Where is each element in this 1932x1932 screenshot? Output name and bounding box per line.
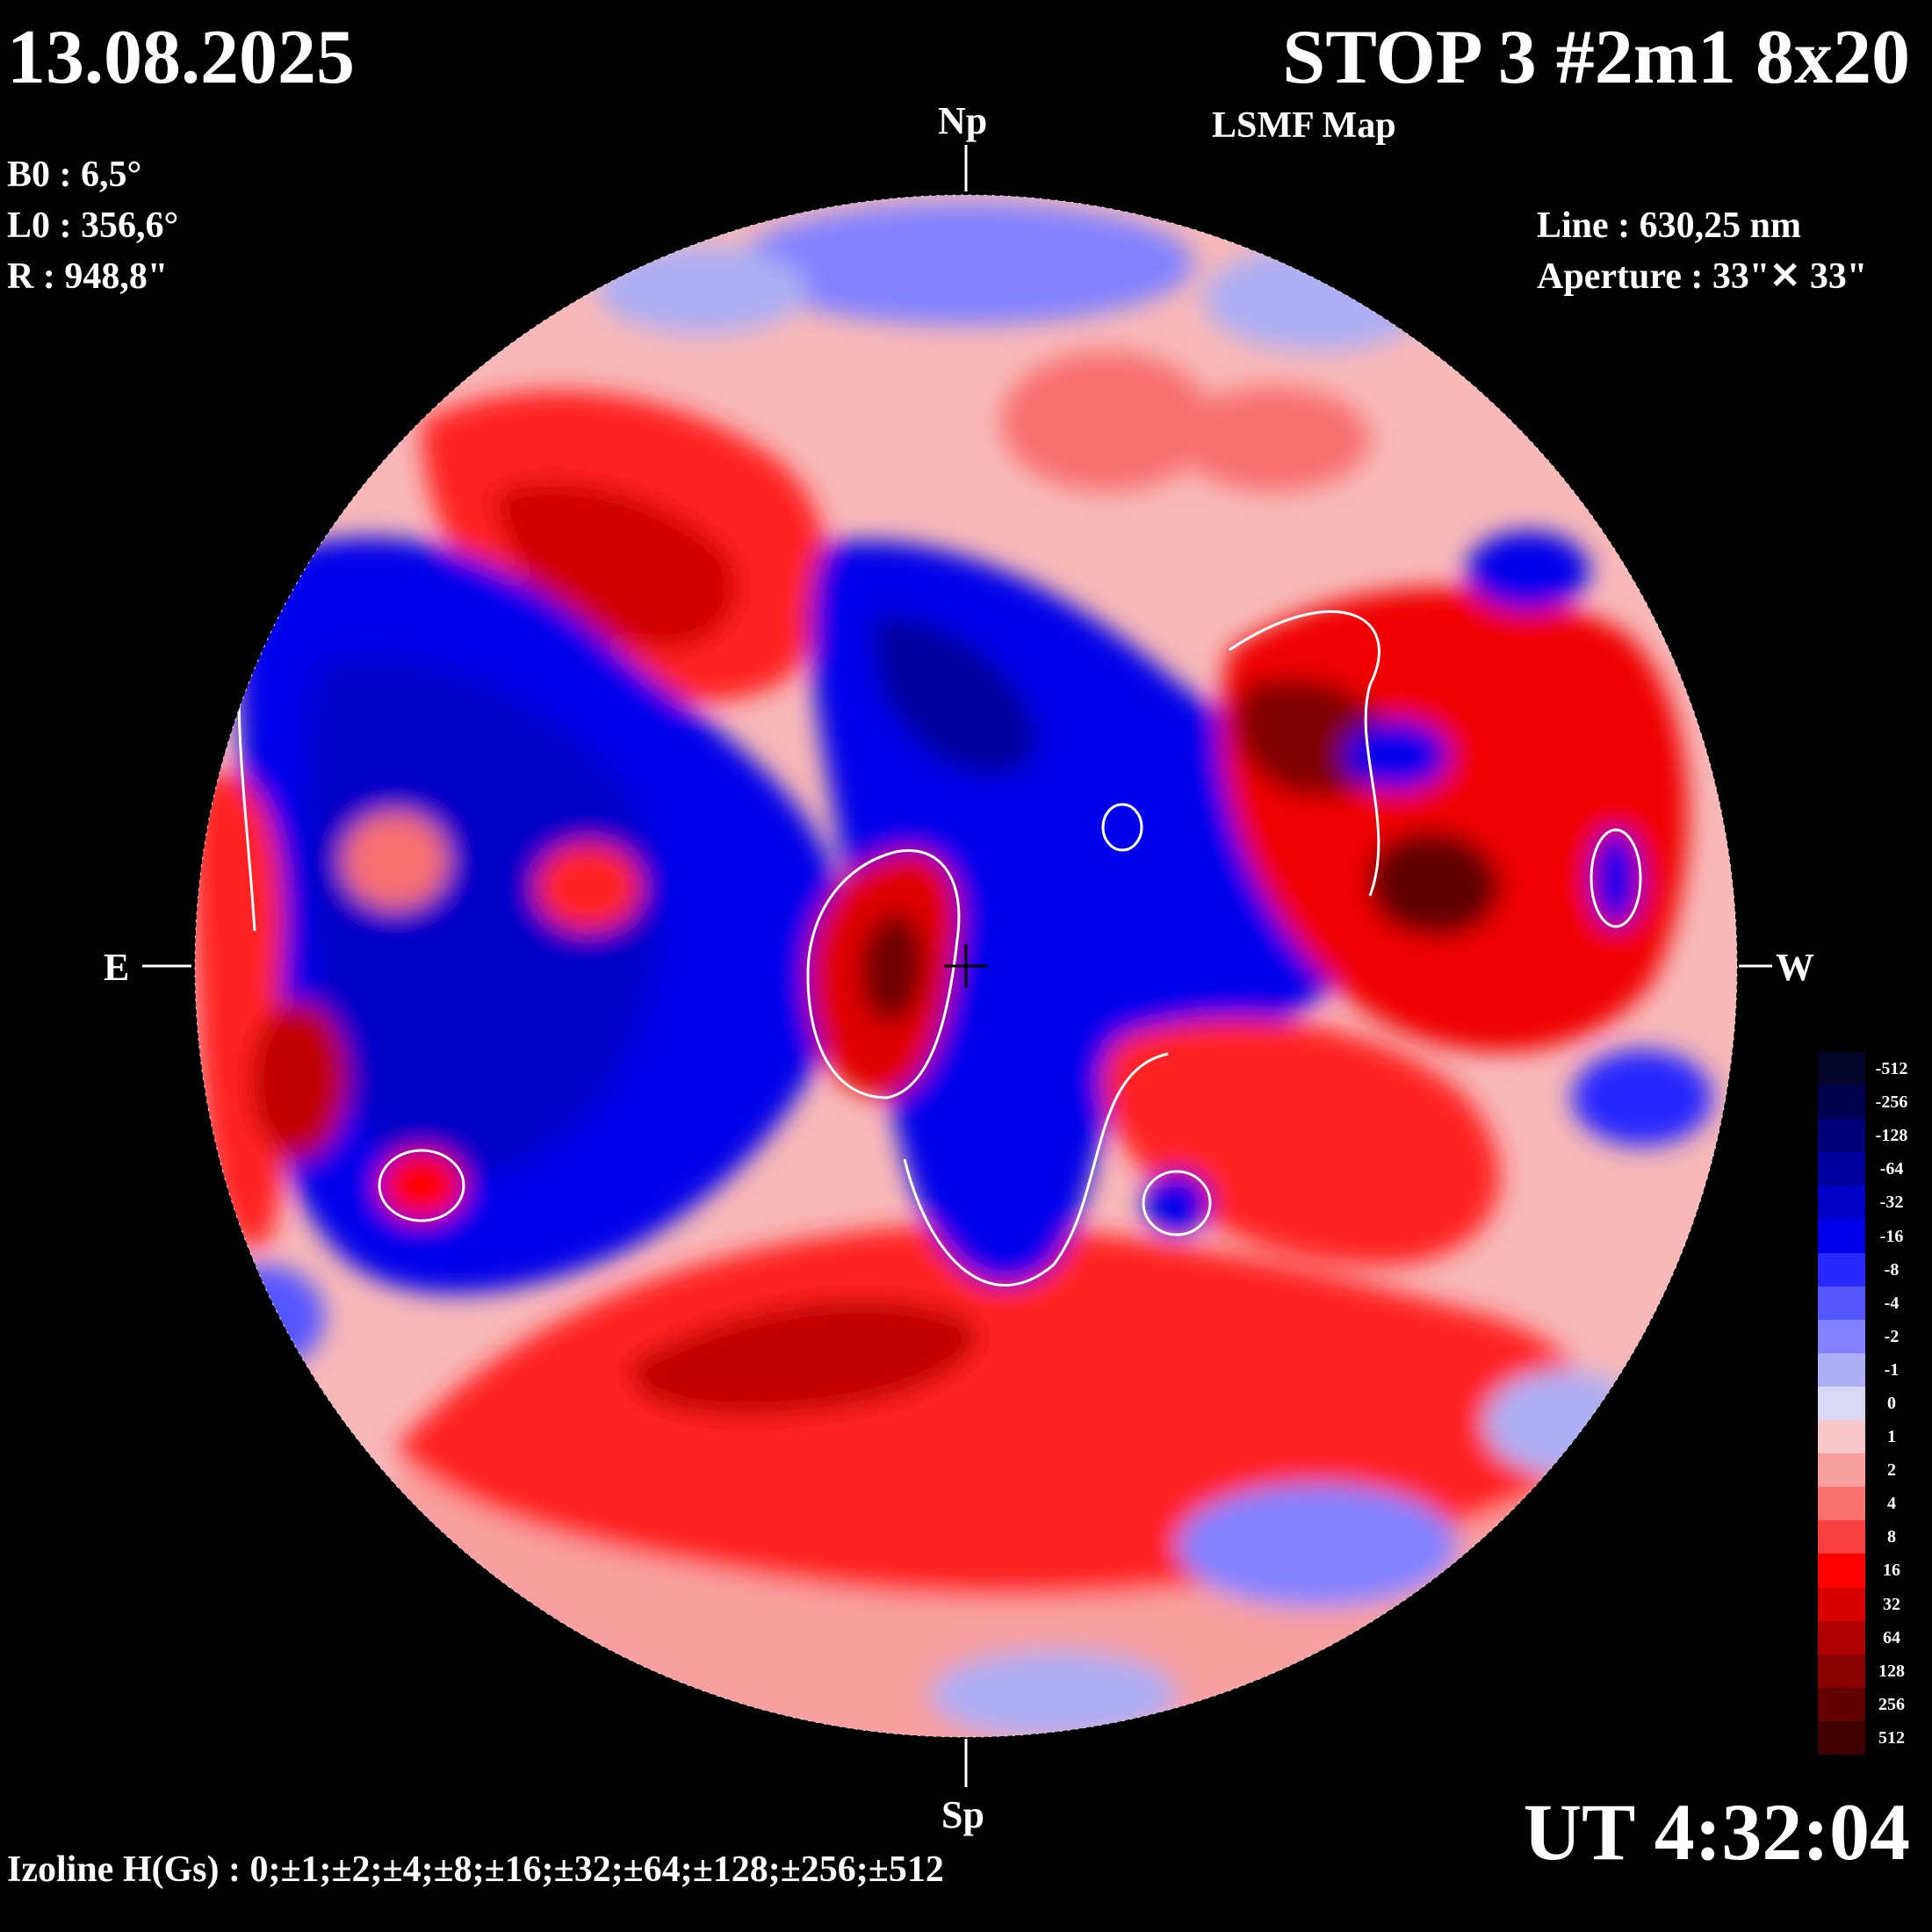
colorbar-swatch (1818, 1352, 1865, 1388)
colorbar-swatch (1818, 1654, 1865, 1689)
colorbar-swatch (1818, 1219, 1865, 1254)
colorbar-swatch (1818, 1252, 1865, 1287)
colorbar-swatch (1818, 1687, 1865, 1722)
colorbar-swatch (1818, 1587, 1865, 1622)
colorbar-label: -4 (1884, 1293, 1900, 1313)
colorbar-swatch (1818, 1152, 1865, 1186)
izoline-legend: Izoline H(Gs) : 0;±1;±2;±4;±8;±16;±32;±6… (7, 1849, 944, 1890)
map-title: STOP 3 #2m1 8x20 (1282, 15, 1910, 100)
colorbar-swatch (1818, 1554, 1865, 1589)
colorbar-swatch (1818, 1386, 1865, 1421)
radius-value: R : 948,8" (7, 256, 169, 297)
colorbar-label: 128 (1878, 1661, 1905, 1681)
colorbar-label: -256 (1875, 1092, 1908, 1113)
direction-ticks (142, 145, 1772, 1787)
universal-time: UT 4:32:04 (1523, 1787, 1910, 1877)
colorbar-label: 1 (1887, 1427, 1896, 1447)
colorbar-swatch (1818, 1487, 1865, 1521)
colorbar-label: -2 (1884, 1326, 1900, 1346)
spectral-line: Line : 630,25 nm (1537, 205, 1802, 246)
colorbar-swatch (1818, 1420, 1865, 1454)
colorbar-swatch (1818, 1186, 1865, 1220)
colorbar-swatch (1818, 1620, 1865, 1655)
colorbar-swatch (1818, 1453, 1865, 1488)
colorbar-swatch (1818, 1119, 1865, 1153)
colorbar-swatch (1818, 1052, 1865, 1086)
colorbar-label: 512 (1878, 1727, 1905, 1748)
colorbar-label: 4 (1887, 1494, 1896, 1514)
l0-value: L0 : 356,6° (7, 205, 179, 246)
colorbar-swatch (1818, 1286, 1865, 1321)
b0-value: B0 : 6,5° (7, 155, 142, 195)
east-label: E (104, 946, 130, 989)
field-strength-colorbar (1818, 1052, 1865, 1755)
colorbar-swatch (1818, 1319, 1865, 1354)
disc-center-cross (944, 944, 988, 988)
west-label: W (1776, 946, 1814, 989)
colorbar-label: -32 (1879, 1193, 1904, 1213)
colorbar-label: -8 (1884, 1259, 1900, 1280)
colorbar-swatch (1818, 1520, 1865, 1554)
field-regions (195, 202, 1712, 1737)
colorbar-label: -16 (1879, 1226, 1904, 1246)
colorbar-label: 8 (1887, 1527, 1896, 1547)
colorbar-label: 32 (1883, 1594, 1900, 1614)
colorbar-label: 16 (1883, 1561, 1900, 1581)
colorbar-label: 0 (1887, 1394, 1896, 1413)
colorbar-label: -1 (1884, 1359, 1900, 1380)
aperture: Aperture : 33"✕ 33" (1537, 256, 1868, 297)
colorbar-label: -512 (1875, 1059, 1908, 1079)
colorbar-label: 64 (1883, 1627, 1900, 1647)
south-pole-label: Sp (941, 1793, 984, 1836)
observation-date: 13.08.2025 (7, 15, 355, 100)
colorbar-label: 2 (1887, 1460, 1896, 1481)
colorbar-swatch (1818, 1085, 1865, 1120)
colorbar-swatch (1818, 1720, 1865, 1755)
map-subtitle: LSMF Map (1212, 105, 1396, 146)
colorbar-label: -64 (1879, 1159, 1904, 1179)
colorbar-label: -128 (1875, 1126, 1908, 1146)
north-pole-label: Np (938, 99, 988, 142)
colorbar-label: 256 (1878, 1694, 1905, 1714)
zero-izolines (237, 561, 1642, 1287)
